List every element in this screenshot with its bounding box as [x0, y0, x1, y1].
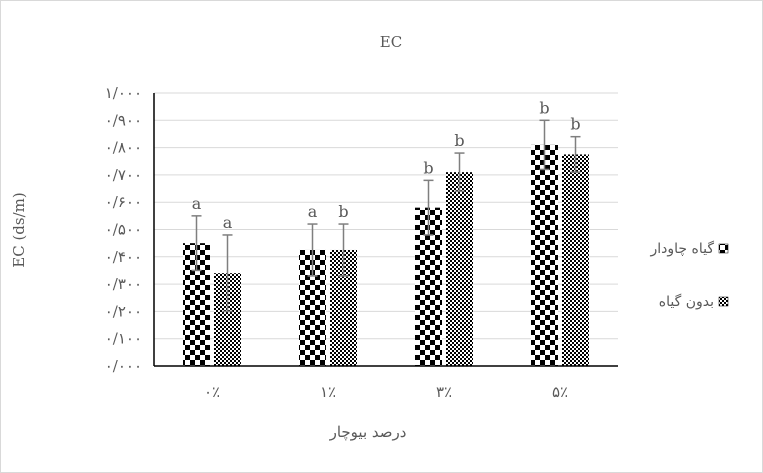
- axes: [153, 93, 618, 367]
- y-tick-label: ۰/۲۰۰: [105, 302, 142, 320]
- significance-letter: b: [338, 202, 348, 221]
- x-tick-label: ۵٪: [552, 383, 568, 401]
- y-tick-label: ۱/۰۰۰: [105, 84, 142, 102]
- x-tick-label: ۰٪: [204, 383, 220, 401]
- y-axis-title: EC (ds/m): [10, 192, 28, 267]
- significance-letter: b: [423, 158, 433, 177]
- y-axis-ticks: ۰/۰۰۰ ۰/۱۰۰ ۰/۲۰۰ ۰/۳۰۰ ۰/۴۰۰ ۰/۵۰۰ ۰/۶۰۰ ۰/۷۰۰…: [105, 84, 142, 375]
- y-tick-label: ۰/۵۰۰: [105, 221, 142, 239]
- y-tick-label: ۰/۶۰۰: [105, 193, 142, 211]
- y-tick-label: ۰/۴۰۰: [105, 248, 142, 266]
- y-tick-label: ۰/۷۰۰: [105, 166, 142, 184]
- significance-letter: b: [539, 98, 549, 117]
- significance-letter: b: [570, 115, 580, 134]
- x-tick-label: ۱٪: [320, 383, 336, 401]
- x-axis-ticks: ۰٪ ۱٪ ۳٪ ۵٪: [204, 383, 568, 401]
- significance-letter: b: [454, 131, 464, 150]
- legend-label-no-plant: بدون گیاه: [659, 293, 714, 310]
- legend-swatch-no-plant: [718, 296, 729, 307]
- bar: [446, 172, 473, 366]
- legend: گیاه چاودار بدون گیاه: [649, 240, 729, 310]
- y-tick-label: ۰/۰۰۰: [105, 357, 142, 375]
- chart-title: EC: [380, 33, 402, 51]
- y-tick-label: ۰/۱۰۰: [105, 330, 142, 348]
- x-tick-label: ۳٪: [436, 383, 452, 401]
- legend-label-rye: گیاه چاودار: [649, 240, 714, 257]
- legend-item-no-plant: بدون گیاه: [659, 293, 729, 310]
- y-tick-label: ۰/۸۰۰: [105, 139, 142, 157]
- legend-swatch-rye: [718, 243, 729, 254]
- x-axis-title: درصد بیوچار: [329, 423, 407, 441]
- y-tick-label: ۰/۹۰۰: [105, 111, 142, 129]
- bar: [562, 154, 589, 366]
- significance-letter: a: [308, 202, 318, 221]
- bar: [531, 144, 558, 366]
- y-tick-label: ۰/۳۰۰: [105, 275, 142, 293]
- significance-letter: a: [223, 213, 233, 232]
- significance-letter: a: [192, 194, 202, 213]
- legend-item-rye: گیاه چاودار: [649, 240, 729, 257]
- bars: a a a b b b b b: [183, 98, 589, 366]
